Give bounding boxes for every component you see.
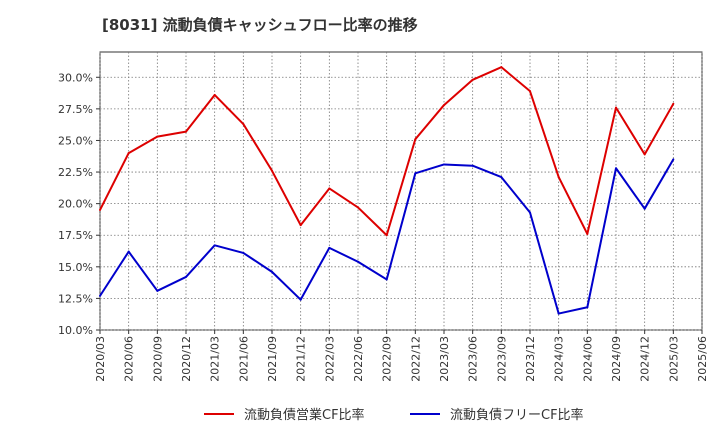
x-tick-label: 2023/03 (438, 336, 451, 382)
x-tick-label: 2023/09 (495, 336, 508, 382)
series-1-point (271, 169, 273, 172)
series-1-point (299, 224, 302, 227)
series-2-point (586, 306, 589, 309)
y-tick-label: 22.5% (58, 166, 93, 179)
series-2-point (672, 158, 675, 161)
x-tick-label: 2022/09 (381, 336, 394, 382)
series-2-point (615, 167, 617, 170)
x-tick-label: 2025/03 (667, 336, 680, 382)
series-1-point (586, 232, 589, 235)
x-tick-label: 2024/03 (553, 336, 566, 382)
series-2-point (299, 298, 302, 301)
series-2-point (385, 278, 388, 281)
series-2-point (127, 250, 130, 253)
series-2-point (328, 246, 331, 249)
series-2-point (414, 172, 417, 175)
series-2-point (99, 294, 101, 297)
series-1-point (414, 138, 417, 141)
y-tick-label: 25.0% (58, 134, 93, 147)
series-2-point (185, 275, 187, 278)
chart-title: [8031] 流動負債キャッシュフロー比率の推移 (102, 16, 418, 34)
plot-area (99, 51, 703, 331)
series-1-point (672, 102, 675, 105)
series-2-point (242, 251, 245, 254)
y-tick-label: 17.5% (58, 229, 93, 242)
x-tick-label: 2020/06 (123, 336, 136, 382)
series-1-point (471, 78, 474, 81)
x-tick-label: 2023/12 (524, 336, 537, 382)
x-tick-label: 2022/06 (352, 336, 365, 382)
series-1-point (529, 90, 531, 93)
x-tick-label: 2022/12 (409, 336, 422, 382)
y-tick-label: 12.5% (58, 292, 93, 305)
series-2-point (443, 163, 445, 166)
series-1-point (615, 106, 617, 109)
x-tick-label: 2020/09 (151, 336, 164, 382)
y-tick-label: 15.0% (58, 261, 93, 274)
legend-label-2: 流動負債フリーCF比率 (450, 407, 584, 423)
x-tick-label: 2024/09 (610, 336, 623, 382)
series-2-point (213, 244, 216, 247)
y-tick-label: 27.5% (58, 103, 93, 116)
series-1-point (99, 208, 101, 211)
x-tick-label: 2020/12 (180, 336, 193, 382)
series-1-point (643, 153, 646, 156)
x-tick-label: 2021/03 (209, 336, 222, 382)
x-tick-label: 2024/06 (581, 336, 594, 382)
series-1-point (242, 123, 245, 126)
series-2-point (529, 211, 531, 214)
series-1-point (357, 206, 359, 209)
x-tick-label: 2024/12 (639, 336, 652, 382)
series-1-point (443, 104, 445, 107)
y-tick-label: 20.0% (58, 198, 93, 211)
y-tick-label: 30.0% (58, 71, 93, 84)
x-tick-label: 2021/12 (295, 336, 308, 382)
series-2-point (500, 176, 503, 179)
series-1-point (500, 66, 503, 69)
series-1-point (213, 93, 216, 96)
legend-label-1: 流動負債営業CF比率 (244, 407, 365, 423)
series-2-point (471, 164, 474, 167)
x-tick-label: 2020/03 (94, 336, 107, 382)
series-2-point (357, 260, 359, 263)
x-tick-label: 2021/06 (237, 336, 250, 382)
series-2-point (557, 312, 560, 315)
series-1-point (385, 234, 388, 237)
series-2-point (643, 207, 646, 210)
x-tick-label: 2022/03 (323, 336, 336, 382)
series-2-point (271, 270, 273, 273)
y-tick-label: 10.0% (58, 324, 93, 337)
series-2-point (156, 289, 159, 292)
series-1-point (328, 187, 331, 190)
x-tick-label: 2023/06 (467, 336, 480, 382)
series-1-point (557, 176, 560, 179)
series-1-point (156, 135, 159, 138)
x-tick-label: 2025/06 (696, 336, 709, 382)
series-1-point (127, 152, 130, 155)
series-1-point (185, 130, 187, 133)
x-tick-label: 2021/09 (266, 336, 279, 382)
